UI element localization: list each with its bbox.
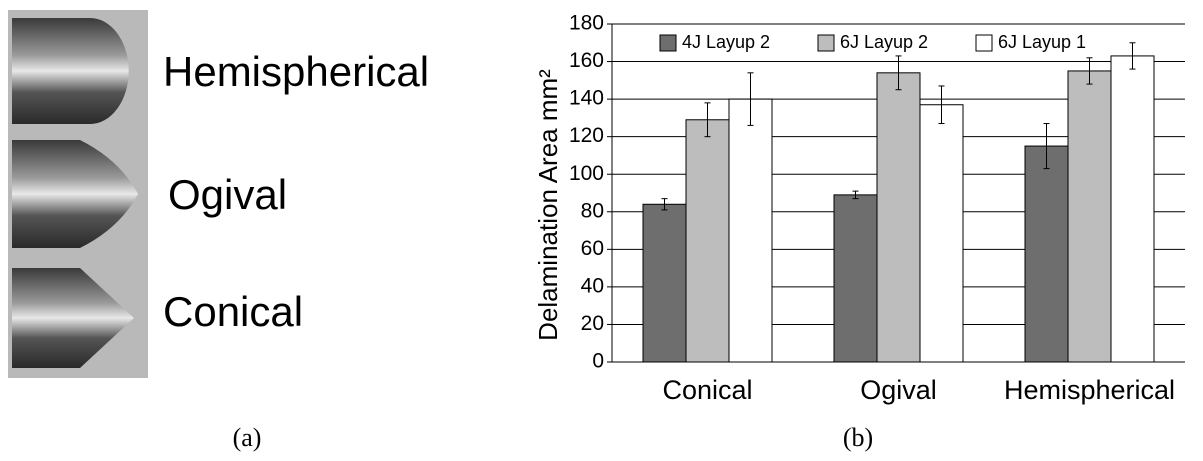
bar [686, 120, 729, 362]
y-axis-title: Delamination Area mm² [533, 69, 563, 341]
bar [1111, 56, 1154, 362]
bar [877, 73, 920, 362]
y-tick-label: 100 [569, 162, 604, 185]
photo-label: Hemispherical [163, 48, 429, 95]
legend-swatch [818, 35, 834, 51]
y-tick-label: 60 [581, 237, 604, 260]
bar [729, 99, 772, 362]
x-tick-label: Conical [662, 375, 752, 405]
x-tick-label: Ogival [860, 375, 937, 405]
caption: (b) [843, 423, 873, 452]
legend-label: 6J Layup 2 [840, 32, 928, 52]
y-tick-label: 0 [592, 350, 604, 373]
legend-swatch [976, 35, 992, 51]
photo-label: Ogival [168, 171, 287, 218]
legend-swatch [660, 35, 676, 51]
y-tick-label: 160 [569, 49, 604, 72]
y-tick-label: 120 [569, 124, 604, 147]
y-tick-label: 20 [581, 312, 604, 335]
caption: (a) [233, 423, 262, 452]
bar [834, 195, 877, 362]
hemispherical-nose [12, 18, 129, 124]
photo-label: Conical [163, 288, 303, 335]
x-tick-label: Hemispherical [1004, 375, 1175, 405]
y-tick-label: 80 [581, 199, 604, 222]
bar [643, 204, 686, 362]
photo: Hemispherical Ogival Conical (a) [8, 10, 429, 452]
bar [1068, 71, 1111, 362]
bar [1025, 146, 1068, 362]
figure: Hemispherical Ogival Conical (a) (b) Del… [0, 0, 1203, 461]
y-tick-label: 140 [569, 87, 604, 110]
y-tick-label: 180 [569, 12, 604, 35]
legend-label: 6J Layup 1 [998, 32, 1086, 52]
legend-label: 4J Layup 2 [682, 32, 770, 52]
bar [920, 105, 963, 362]
y-tick-label: 40 [581, 274, 604, 297]
